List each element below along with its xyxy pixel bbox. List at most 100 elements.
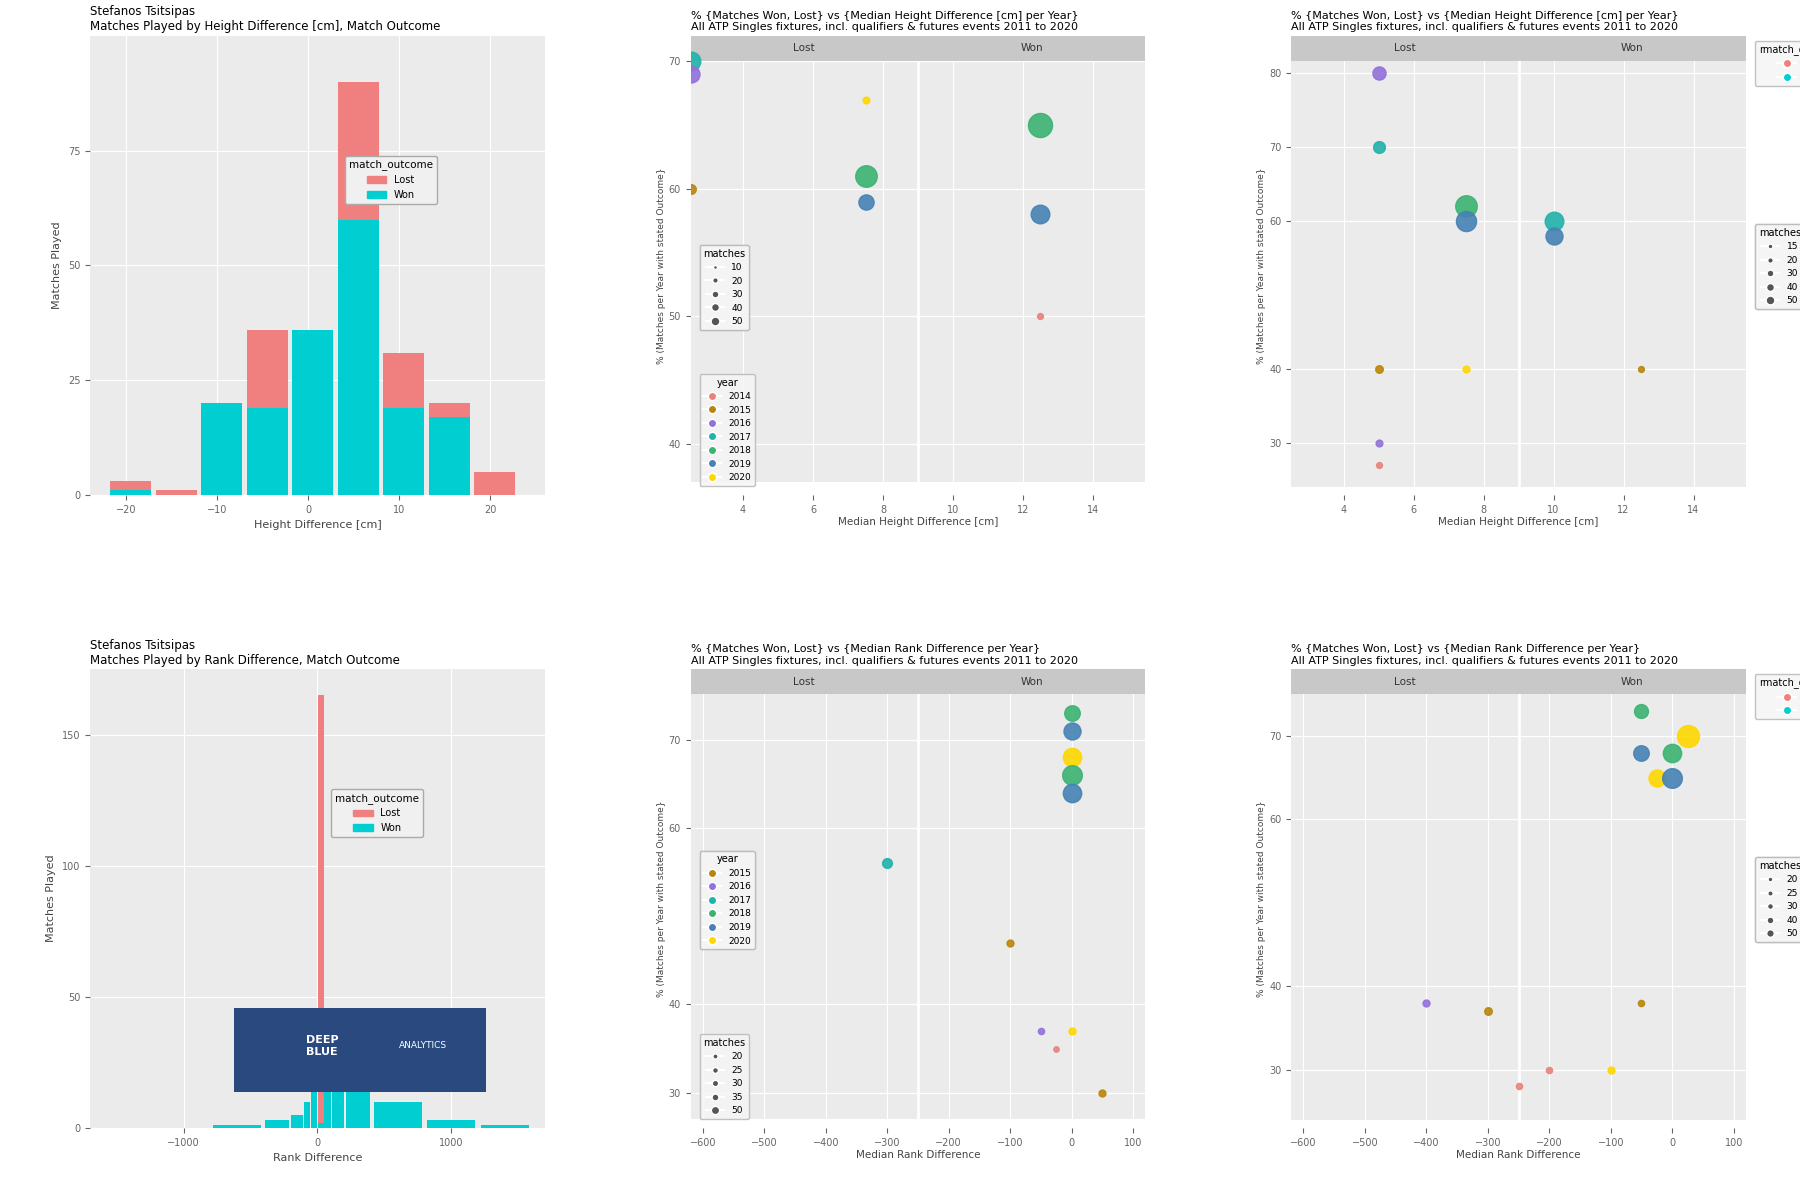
Point — [1539, 227, 1568, 246]
Bar — [338, 220, 378, 494]
Point — [1411, 994, 1440, 1013]
Point — [1057, 766, 1085, 785]
Bar — [311, 1102, 317, 1128]
Point — [1364, 64, 1393, 83]
Bar — [1519, 670, 1746, 1120]
Bar — [202, 476, 243, 494]
Point — [1451, 211, 1480, 230]
Text: Lost: Lost — [794, 43, 815, 53]
Point — [1364, 456, 1393, 475]
Y-axis label: % (Matches per Year with stated Outcome}: % (Matches per Year with stated Outcome} — [657, 167, 666, 364]
Bar — [918, 36, 1145, 482]
Bar — [265, 1123, 290, 1128]
Point — [1642, 768, 1670, 787]
Bar — [338, 82, 378, 494]
Legend: 10, 20, 30, 40, 50: 10, 20, 30, 40, 50 — [700, 245, 749, 330]
Text: Lost: Lost — [1393, 43, 1415, 54]
Bar — [304, 1108, 310, 1128]
Point — [1451, 197, 1480, 216]
Bar — [427, 1126, 475, 1128]
Bar — [428, 403, 470, 494]
Text: % {Matches Won, Lost} vs {Median Height Difference [cm] per Year}
All ATP Single: % {Matches Won, Lost} vs {Median Height … — [691, 11, 1078, 32]
Bar — [374, 1120, 421, 1128]
Text: Won: Won — [1622, 677, 1643, 686]
Bar — [304, 1102, 310, 1128]
Point — [1627, 743, 1656, 762]
Bar — [918, 36, 1145, 60]
Point — [1057, 721, 1085, 740]
Text: % {Matches Won, Lost} vs {Median Height Difference [cm] per Year}
All ATP Single: % {Matches Won, Lost} vs {Median Height … — [1291, 11, 1679, 32]
Point — [1674, 726, 1703, 745]
Text: Stefanos Tsitsipas
Matches Played by Rank Difference, Match Outcome: Stefanos Tsitsipas Matches Played by Ran… — [90, 638, 400, 667]
X-axis label: Median Rank Difference: Median Rank Difference — [855, 1151, 981, 1160]
Bar — [247, 330, 288, 494]
Point — [677, 52, 706, 71]
Bar — [202, 403, 243, 494]
Point — [851, 192, 880, 211]
Legend: 2015, 2016, 2017, 2018, 2019, 2020: 2015, 2016, 2017, 2018, 2019, 2020 — [700, 851, 754, 949]
Bar — [324, 1102, 331, 1128]
X-axis label: Median Rank Difference: Median Rank Difference — [1456, 1151, 1580, 1160]
Text: Lost: Lost — [1393, 677, 1415, 686]
Bar — [247, 408, 288, 494]
Bar — [1291, 36, 1519, 61]
Y-axis label: Matches Played: Matches Played — [47, 854, 56, 942]
Bar — [1291, 36, 1519, 487]
Text: ANALYTICS: ANALYTICS — [400, 1042, 446, 1050]
Bar — [212, 1126, 261, 1128]
Point — [677, 65, 706, 84]
Bar — [475, 472, 515, 494]
Point — [995, 934, 1024, 953]
Point — [1505, 1076, 1534, 1096]
Bar — [331, 1062, 344, 1128]
Bar — [1519, 36, 1746, 487]
Point — [1535, 1060, 1564, 1079]
Legend: Lost, Won: Lost, Won — [346, 156, 437, 204]
Point — [1364, 360, 1393, 379]
Text: % {Matches Won, Lost} vs {Median Rank Difference per Year}
All ATP Singles fixtu: % {Matches Won, Lost} vs {Median Rank Di… — [691, 644, 1078, 666]
Point — [677, 179, 706, 198]
Legend: 20, 25, 30, 40, 50: 20, 25, 30, 40, 50 — [1755, 857, 1800, 942]
Point — [1627, 994, 1656, 1013]
Bar — [292, 330, 333, 494]
Legend: 15, 20, 30, 40, 50: 15, 20, 30, 40, 50 — [1755, 224, 1800, 308]
Bar — [311, 1088, 317, 1128]
Bar — [691, 670, 918, 1120]
Point — [1627, 360, 1656, 379]
Point — [1658, 768, 1687, 787]
Bar — [918, 670, 1145, 1120]
Bar — [481, 1126, 529, 1128]
Bar — [1519, 36, 1746, 61]
Point — [1451, 360, 1480, 379]
Bar — [383, 353, 425, 494]
Bar — [918, 670, 1145, 694]
Bar — [292, 358, 333, 494]
Bar — [691, 36, 918, 482]
Y-axis label: % (Matches per Year with stated Outcome}: % (Matches per Year with stated Outcome} — [657, 800, 666, 997]
Point — [1057, 784, 1085, 803]
Bar — [292, 1117, 304, 1128]
Text: Stefanos Tsitsipas
Matches Played by Height Difference [cm], Match Outcome: Stefanos Tsitsipas Matches Played by Hei… — [90, 6, 441, 34]
Point — [851, 167, 880, 186]
Point — [1658, 743, 1687, 762]
Bar — [212, 1126, 261, 1128]
Y-axis label: Matches Played: Matches Played — [52, 222, 63, 310]
Text: Won: Won — [1021, 43, 1042, 53]
Y-axis label: % (Matches per Year with stated Outcome}: % (Matches per Year with stated Outcome} — [1256, 167, 1265, 364]
Bar — [383, 408, 425, 494]
Text: % {Matches Won, Lost} vs {Median Rank Difference per Year}
All ATP Singles fixtu: % {Matches Won, Lost} vs {Median Rank Di… — [1291, 644, 1678, 666]
Point — [1597, 1060, 1625, 1079]
X-axis label: Height Difference [cm]: Height Difference [cm] — [254, 520, 382, 530]
Point — [1364, 433, 1393, 452]
Bar — [319, 695, 324, 1128]
Point — [873, 853, 902, 872]
Bar — [292, 1115, 304, 1128]
Text: Won: Won — [1021, 677, 1042, 686]
Bar — [157, 491, 196, 494]
Bar — [319, 1123, 324, 1128]
Point — [1057, 703, 1085, 722]
Point — [1474, 1002, 1503, 1021]
Point — [1042, 1039, 1071, 1058]
Y-axis label: % (Matches per Year with stated Outcome}: % (Matches per Year with stated Outcome} — [1256, 800, 1265, 997]
Point — [1026, 1021, 1055, 1040]
